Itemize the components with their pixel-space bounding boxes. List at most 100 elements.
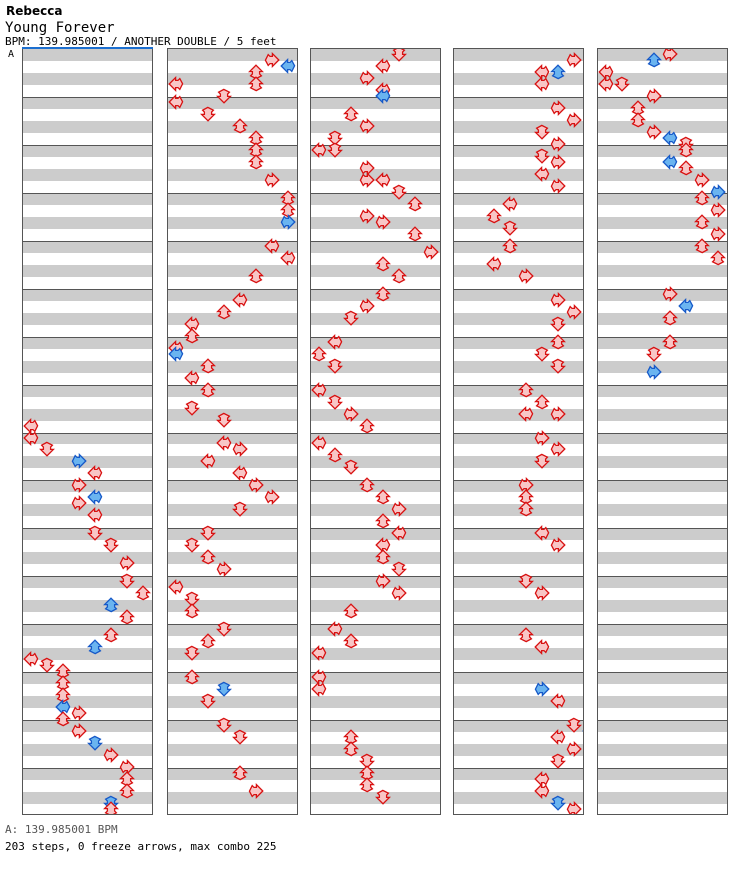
beat-band <box>23 264 152 277</box>
beat-band <box>598 528 727 541</box>
beat-band <box>598 768 727 781</box>
note-arrow-left <box>311 645 327 662</box>
beat-band <box>168 96 297 109</box>
note-arrow-left <box>327 333 343 350</box>
beat-band <box>454 288 583 301</box>
note-arrow-up <box>248 154 264 170</box>
note-arrow-right <box>423 243 439 260</box>
note-arrow-left <box>486 255 502 272</box>
note-arrow-up <box>502 238 518 254</box>
note-arrow-left <box>23 429 39 446</box>
beat-band <box>23 672 152 685</box>
note-arrow-right <box>71 453 87 470</box>
beat-band <box>454 72 583 85</box>
note-arrow-left <box>232 291 248 308</box>
note-arrow-up <box>375 285 391 302</box>
note-arrow-up <box>694 190 710 206</box>
beat-band <box>454 192 583 205</box>
note-arrow-down <box>232 729 248 745</box>
note-arrow-left <box>534 639 550 656</box>
note-arrow-left <box>280 249 296 266</box>
measure-line <box>23 576 152 578</box>
note-arrow-down <box>103 537 119 554</box>
beat-band <box>23 432 152 445</box>
note-arrow-right <box>566 52 582 68</box>
beat-band <box>311 600 440 613</box>
beat-band <box>311 192 440 205</box>
beat-band <box>598 384 727 397</box>
beat-band <box>454 336 583 349</box>
note-arrow-right <box>646 363 662 380</box>
beat-band <box>23 576 152 589</box>
note-arrow-left <box>550 729 566 746</box>
measure-line <box>454 768 583 770</box>
note-arrow-left <box>311 681 327 698</box>
note-arrow-left <box>391 525 407 542</box>
beat-band <box>168 528 297 541</box>
measure-line <box>23 96 152 98</box>
note-arrow-up <box>486 208 502 224</box>
note-arrow-down <box>550 753 566 769</box>
beat-band <box>23 480 152 493</box>
measure-line <box>454 624 583 626</box>
note-arrow-right <box>710 225 726 242</box>
note-arrow-up <box>103 801 119 814</box>
beat-band <box>598 432 727 445</box>
note-arrow-left <box>534 771 550 788</box>
note-arrow-up <box>232 765 248 781</box>
note-arrow-up <box>694 214 710 230</box>
beat-band <box>168 672 297 685</box>
note-arrow-down <box>327 394 343 410</box>
note-arrow-up <box>375 513 391 529</box>
measure-line <box>598 480 727 482</box>
note-arrow-left <box>216 435 232 452</box>
note-arrow-up <box>248 76 264 92</box>
beat-band <box>311 720 440 733</box>
chart-subtitle: BPM: 139.985001 / ANOTHER DOUBLE / 5 fee… <box>5 35 277 48</box>
note-arrow-left <box>311 669 327 686</box>
beat-band <box>168 504 297 517</box>
beat-band <box>311 168 440 181</box>
note-arrow-down <box>550 316 566 332</box>
note-arrow-up <box>200 549 216 565</box>
note-arrow-down <box>39 441 55 458</box>
note-arrow-right <box>375 213 391 230</box>
beat-band <box>311 672 440 685</box>
note-arrow-right <box>566 303 582 320</box>
note-arrow-right <box>71 705 87 722</box>
beat-band <box>168 792 297 805</box>
note-arrow-up <box>343 603 359 619</box>
measure-line <box>598 384 727 386</box>
note-arrow-left <box>55 699 71 716</box>
chart-panel <box>453 48 584 815</box>
note-arrow-right <box>662 49 678 62</box>
beat-band <box>311 216 440 229</box>
beat-band <box>311 144 440 157</box>
note-arrow-right <box>550 99 566 116</box>
note-arrow-down <box>534 346 550 362</box>
note-arrow-left <box>168 93 184 110</box>
note-arrow-right <box>359 117 375 134</box>
measure-line <box>598 624 727 626</box>
measure-line <box>168 96 297 98</box>
beat-band <box>168 552 297 565</box>
measure-line <box>454 336 583 338</box>
note-arrow-up <box>534 393 550 410</box>
beat-band <box>168 600 297 613</box>
measure-line <box>598 96 727 98</box>
note-arrow-down <box>119 573 135 590</box>
note-arrow-right <box>264 489 280 506</box>
measure-line <box>598 576 727 578</box>
note-arrow-down <box>343 459 359 476</box>
measure-line <box>311 288 440 290</box>
beat-band <box>598 672 727 685</box>
beat-band <box>598 552 727 565</box>
beat-band <box>168 49 297 61</box>
beat-band <box>598 600 727 613</box>
beat-band <box>168 336 297 349</box>
beat-band <box>311 72 440 85</box>
note-arrow-left <box>550 693 566 710</box>
beat-band <box>311 312 440 325</box>
measure-line <box>23 720 152 722</box>
beat-band <box>454 360 583 373</box>
